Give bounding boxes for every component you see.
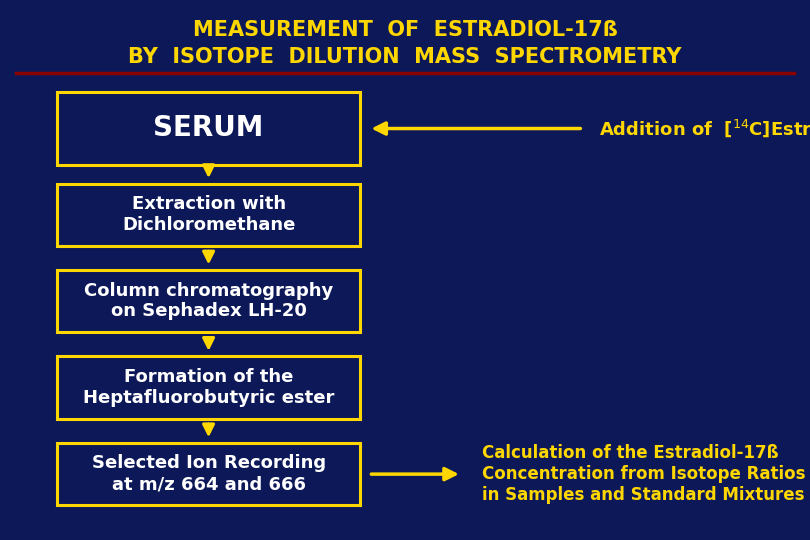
FancyBboxPatch shape (57, 443, 360, 505)
Text: Column chromatography
on Sephadex LH-20: Column chromatography on Sephadex LH-20 (84, 282, 333, 320)
FancyBboxPatch shape (57, 92, 360, 165)
Text: Selected Ion Recording
at m/z 664 and 666: Selected Ion Recording at m/z 664 and 66… (92, 455, 326, 493)
Text: Formation of the
Heptafluorobutyric ester: Formation of the Heptafluorobutyric este… (83, 368, 335, 407)
Text: BY  ISOTOPE  DILUTION  MASS  SPECTROMETRY: BY ISOTOPE DILUTION MASS SPECTROMETRY (128, 46, 682, 67)
Text: SERUM: SERUM (153, 114, 264, 142)
FancyBboxPatch shape (57, 184, 360, 246)
Text: Calculation of the Estradiol-17ß
Concentration from Isotope Ratios
in Samples an: Calculation of the Estradiol-17ß Concent… (482, 444, 805, 504)
FancyBboxPatch shape (57, 356, 360, 418)
Text: MEASUREMENT  OF  ESTRADIOL-17ß: MEASUREMENT OF ESTRADIOL-17ß (193, 19, 617, 40)
Text: Extraction with
Dichloromethane: Extraction with Dichloromethane (122, 195, 296, 234)
Text: Addition of  [$^{14}$C]Estradiol-17ß: Addition of [$^{14}$C]Estradiol-17ß (599, 118, 810, 139)
FancyBboxPatch shape (57, 270, 360, 332)
